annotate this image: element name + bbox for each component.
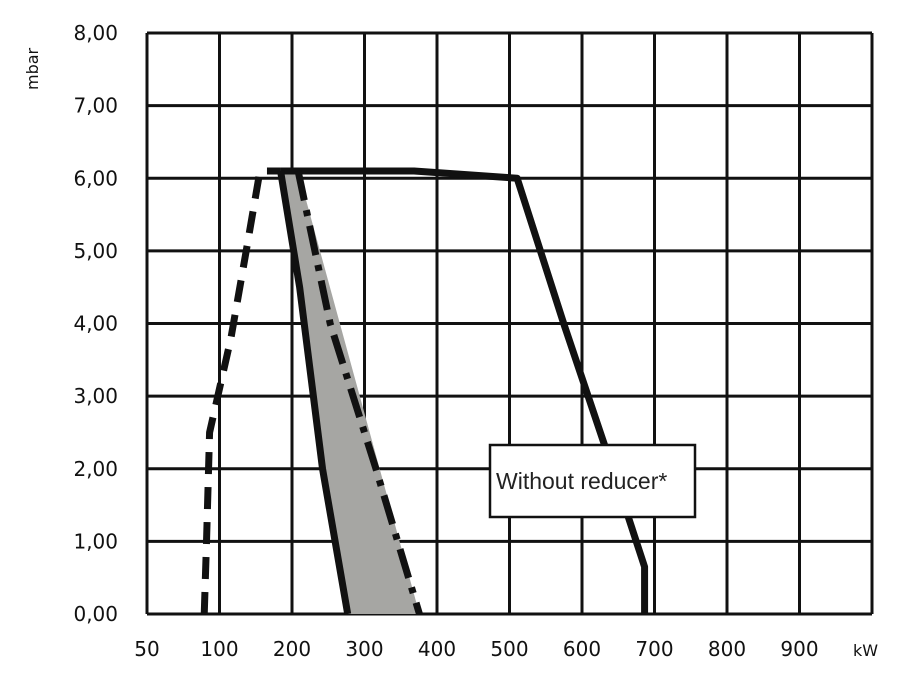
labels-layer: mbar kW (23, 47, 878, 660)
series-layer (200, 167, 649, 616)
y-axis-label: mbar (23, 47, 42, 90)
x-tick-label: 50 (134, 637, 159, 661)
y-tick-label: 8,00 (73, 21, 118, 45)
y-tick-label: 7,00 (73, 94, 118, 118)
series-line-dashed (200, 167, 281, 615)
y-tick-label: 6,00 (73, 166, 118, 190)
series-line-dash-dot (294, 170, 423, 616)
x-tick-label: 300 (345, 637, 383, 661)
y-tick-label: 0,00 (73, 602, 118, 626)
x-tick-label: 100 (200, 637, 238, 661)
y-tick-label: 3,00 (73, 384, 118, 408)
x-tick-label: 700 (635, 637, 673, 661)
series-line-solid (277, 170, 352, 615)
y-tick-label: 4,00 (73, 312, 118, 336)
annotation-layer: Without reducer* (488, 443, 697, 519)
grid: 0,00 1,00 2,00 3,00 4,00 5,00 6,00 7,00 8,00 50 10… (73, 21, 874, 661)
series-line-solid (280, 167, 649, 614)
x-tick-label: 600 (563, 637, 601, 661)
x-axis-label: kW (853, 641, 878, 660)
x-tick-label: 900 (780, 637, 818, 661)
y-tick-label: 5,00 (73, 239, 118, 263)
x-tick-label: 800 (708, 637, 746, 661)
annotation-text: Without reducer* (496, 468, 667, 494)
y-tick-label: 2,00 (73, 457, 118, 481)
x-tick-label: 500 (490, 637, 528, 661)
x-tick-label: 400 (418, 637, 456, 661)
x-tick-label: 200 (273, 637, 311, 661)
y-tick-label: 1,00 (73, 529, 118, 553)
annotation-box (488, 443, 697, 519)
